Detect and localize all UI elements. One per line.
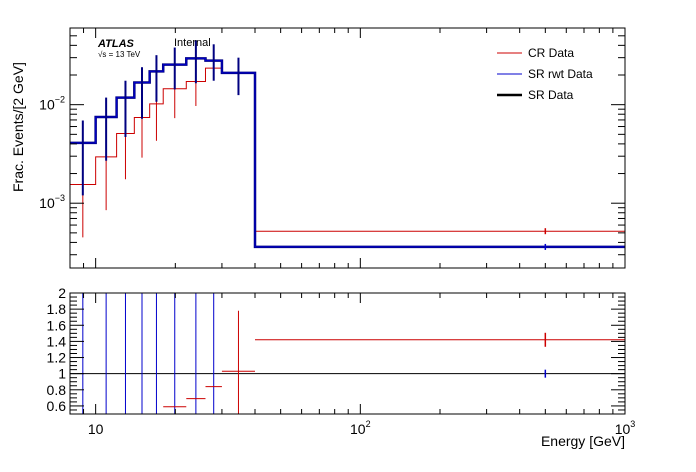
legend-label-sr-data: SR Data: [528, 88, 574, 102]
ratio-y-tick-label: 1.2: [47, 350, 67, 366]
x-tick-label: 10: [88, 421, 104, 437]
series-line-sr-rwt-data: [70, 57, 625, 248]
internal-label: Internal: [174, 37, 211, 49]
x-tick-label-exponent: 2: [366, 419, 371, 429]
atlas-label: ATLAS: [97, 38, 135, 50]
ratio-y-tick-label: 2: [58, 285, 66, 301]
ratio-y-tick-label: 1.6: [47, 317, 67, 333]
legend-label-cr-data: CR Data: [528, 46, 574, 60]
x-axis-label: Energy [GeV]: [541, 433, 625, 449]
main-plot-frame: [69, 27, 626, 269]
ratio-y-tick-label: 0.8: [47, 382, 67, 398]
ratio-panel-data: [70, 293, 625, 414]
main-panel-data: [70, 40, 625, 250]
y-axis-label: Frac. Events/[2 GeV]: [10, 62, 26, 192]
legend-label-sr-rwt-data: SR rwt Data: [528, 67, 593, 81]
main-y-tick-label-exponent: −2: [55, 95, 65, 105]
legend: CR Data SR rwt Data SR Data: [497, 46, 593, 102]
x-tick-label: 102: [350, 419, 371, 437]
energy-label: √s = 13 TeV: [98, 50, 141, 59]
labels-group: Frac. Events/[2 GeV] Energy [GeV] ATLAS …: [10, 37, 625, 449]
ratio-y-tick-label: 1.4: [47, 333, 67, 349]
ratio-y-tick-label: 0.6: [47, 398, 67, 414]
ratio-y-tick-label: 1.8: [47, 301, 67, 317]
x-tick-label-exponent: 3: [630, 419, 635, 429]
main-y-tick-label-exponent: −3: [55, 193, 65, 203]
ratio-y-tick-label: 1: [58, 366, 66, 382]
x-tick-label: 103: [615, 419, 636, 437]
